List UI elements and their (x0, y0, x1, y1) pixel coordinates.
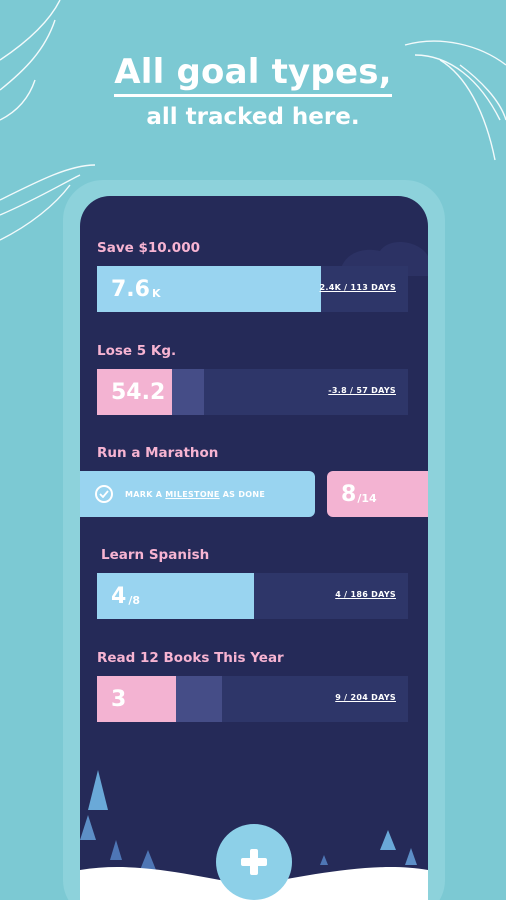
goal-progress-fill: 3 (97, 676, 176, 722)
mark-milestone-button[interactable]: MARK A MILESTONE AS DONE (80, 471, 315, 517)
goal-stat: 2.4K / 113 DAYS (319, 283, 396, 292)
goal-progress-ghost (176, 676, 222, 722)
goal-unit: /8 (128, 593, 140, 607)
goal-stat: 9 / 204 DAYS (335, 693, 396, 702)
goal-card-books[interactable]: 3 9 / 204 DAYS (97, 676, 408, 722)
goal-card-save[interactable]: 7.6 K 2.4K / 113 DAYS (97, 266, 408, 312)
goal-unit: K (151, 286, 161, 300)
phone-screen (80, 196, 428, 900)
goal-title-marathon: Run a Marathon (97, 445, 219, 461)
goal-progress-fill: 54.2 (97, 369, 172, 415)
goal-title-spanish: Learn Spanish (101, 547, 210, 563)
goal-progress-ghost (172, 369, 204, 415)
goal-value: 7.6 (111, 276, 150, 302)
goal-value: 3 (111, 686, 127, 712)
goal-title-books: Read 12 Books This Year (97, 650, 284, 666)
leaf-decoration-left-icon (0, 0, 96, 241)
winter-scene-decoration (80, 770, 428, 900)
hero-subtitle: all tracked here. (146, 104, 360, 130)
goal-title-lose: Lose 5 Kg. (97, 343, 177, 359)
goal-progress-fill: 4 /8 (97, 573, 254, 619)
milestone-suffix: AS DONE (222, 489, 266, 499)
add-goal-button[interactable] (216, 824, 292, 900)
goal-card-lose[interactable]: 54.2 -3.8 / 57 DAYS (97, 369, 408, 415)
goal-title-save: Save $10.000 (97, 240, 200, 256)
goal-progress-fill: 7.6 K (97, 266, 321, 312)
milestone-word: MILESTONE (165, 489, 220, 499)
check-circle-icon (95, 485, 113, 503)
goal-counter-marathon[interactable]: 8 /14 (327, 471, 428, 517)
goal-value: 54.2 (111, 379, 166, 405)
goal-value: 8 (341, 481, 357, 507)
plus-icon (241, 849, 267, 875)
leaf-decoration-right-icon (404, 40, 506, 161)
goal-card-spanish[interactable]: 4 /8 4 / 186 DAYS (97, 573, 408, 619)
hero-title: All goal types, (0, 52, 506, 97)
goal-stat: 4 / 186 DAYS (335, 590, 396, 599)
goal-unit: /14 (357, 491, 377, 505)
goal-stat: -3.8 / 57 DAYS (328, 386, 396, 395)
goal-value: 4 (111, 583, 127, 609)
milestone-prefix: MARK A (125, 489, 163, 499)
